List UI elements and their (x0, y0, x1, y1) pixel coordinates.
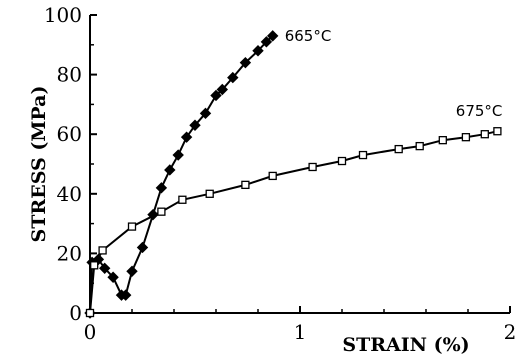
data-point-square (157, 207, 166, 216)
series-lines (89, 35, 498, 314)
data-point-diamond (260, 36, 273, 48)
data-point-square (241, 180, 250, 190)
data-point-diamond (98, 262, 111, 275)
x-tick-label: 0 (84, 320, 97, 344)
data-point-square (308, 162, 317, 172)
data-point-square (493, 127, 502, 136)
x-tick-label: 2 (504, 320, 517, 344)
data-point-diamond (107, 271, 119, 283)
data-point-square (205, 189, 214, 198)
data-point-square (358, 150, 368, 160)
data-point-square (415, 141, 424, 151)
data-point-square (90, 261, 99, 270)
y-tick-label: 40 (57, 182, 82, 206)
axes (89, 15, 510, 314)
y-tick-label: 100 (44, 3, 82, 27)
tick-labels: 0 20 40 60 80 100 0 1 2 (44, 3, 517, 344)
data-point-diamond (227, 71, 239, 84)
data-point-diamond (126, 265, 138, 277)
data-point-square (461, 133, 471, 142)
y-tick-label: 0 (69, 301, 82, 325)
data-point-diamond (252, 45, 264, 57)
data-point-diamond (266, 30, 279, 42)
y-tick-label: 60 (57, 122, 82, 146)
data-point-diamond (216, 83, 229, 96)
x-axis-title: STRAIN (%) (342, 334, 469, 356)
data-point-square (268, 171, 277, 181)
data-point-diamond (180, 131, 193, 143)
x-tick-label: 1 (294, 320, 307, 344)
data-point-square (337, 156, 347, 166)
data-point-square (98, 246, 107, 255)
y-axis-title: STRESS (MPa) (28, 86, 50, 243)
data-point-square (178, 195, 187, 204)
data-point-square (85, 308, 95, 318)
data-point-diamond (136, 241, 149, 254)
data-point-diamond (189, 119, 201, 131)
y-tick-label: 80 (57, 63, 82, 87)
data-point-square (480, 130, 489, 139)
data-point-diamond (172, 149, 184, 161)
y-tick-label: 20 (57, 241, 82, 265)
series-line-0 (89, 35, 274, 314)
data-point-diamond (155, 182, 168, 194)
series-label: 675°C (456, 102, 503, 120)
data-point-diamond (164, 164, 176, 176)
data-point-square (394, 144, 403, 154)
data-point-diamond (210, 89, 222, 102)
ticks (89, 14, 511, 314)
data-point-diamond (239, 56, 252, 69)
data-point-square (438, 136, 447, 145)
data-point-diamond (147, 208, 159, 221)
series-label: 665°C (285, 27, 332, 45)
series-labels: 665°C 675°C (285, 27, 503, 120)
data-point-diamond (119, 289, 132, 301)
data-point-diamond (199, 107, 212, 120)
data-point-square (127, 222, 137, 231)
series-points (84, 30, 502, 319)
